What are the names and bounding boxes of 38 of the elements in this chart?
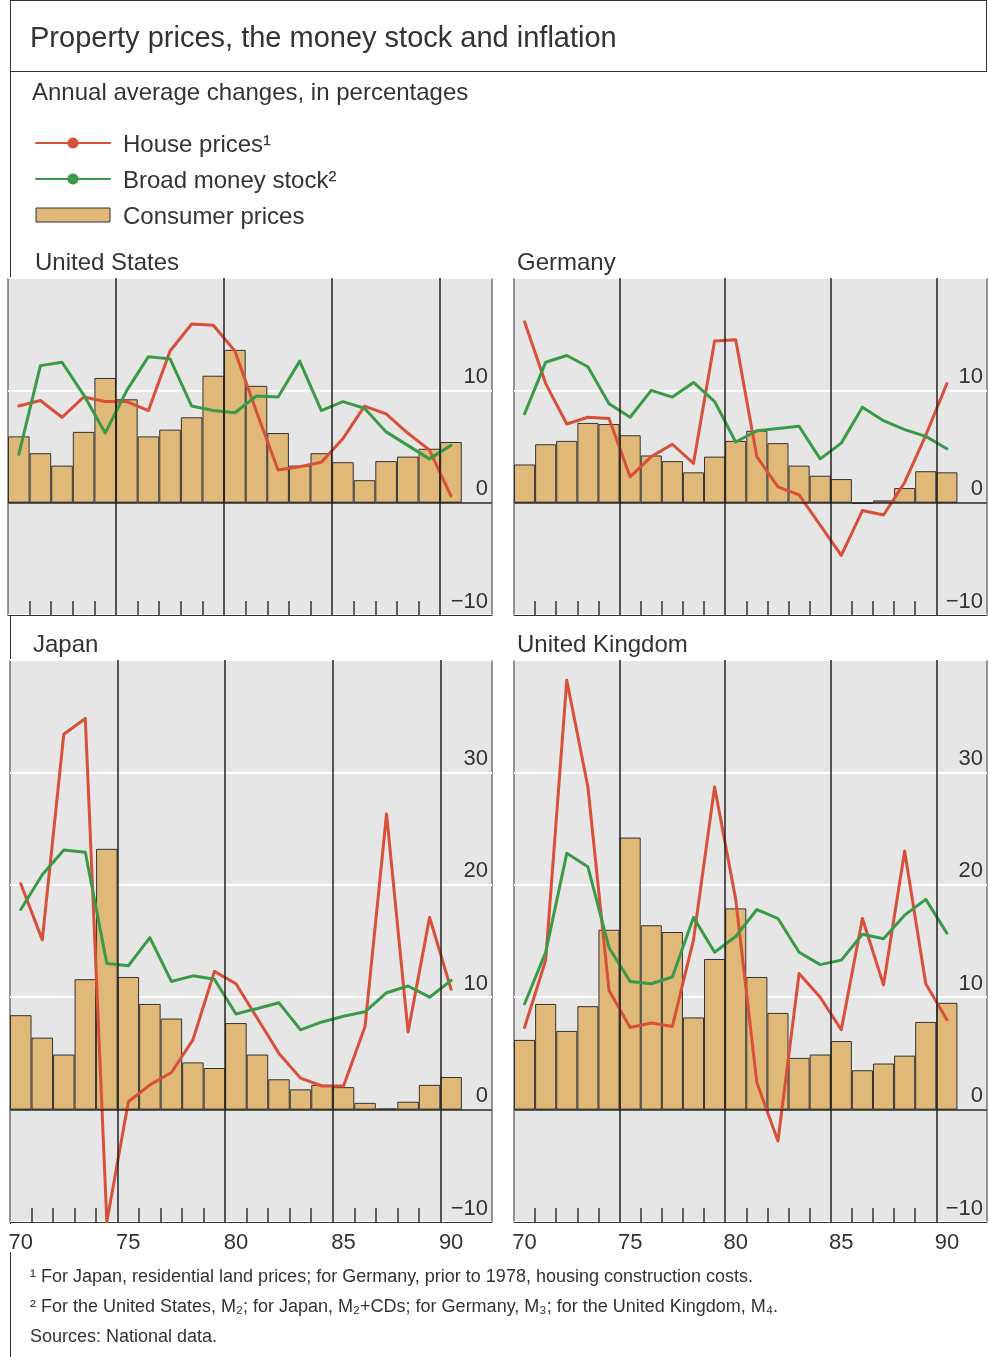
y-tick-label: −10 <box>945 1194 983 1220</box>
y-tick-label: 20 <box>958 857 983 883</box>
chart-title: Germany <box>517 247 616 275</box>
text: ² For the United States, M₂; for Japan, M₂+CDs; for Germany, M₃; for the United Kingdom, M₄. <box>30 1296 780 1317</box>
y-tick-label: −10 <box>450 1194 488 1220</box>
y-tick-label: −10 <box>450 587 488 613</box>
x-tick-label: 90 <box>438 1228 464 1254</box>
source-note: Sources: National data. <box>30 1326 219 1347</box>
y-tick-label: 10 <box>463 362 488 388</box>
y-tick-label: 20 <box>463 857 488 883</box>
x-tick-label: 75 <box>116 1228 141 1254</box>
chart-title: Japan <box>33 629 99 657</box>
y-tick-label: 30 <box>463 744 488 770</box>
text: Property prices, the money stock and inflation <box>10 0 987 72</box>
chart-title: United Kingdom <box>517 629 688 657</box>
legend-label: Consumer prices <box>123 201 305 229</box>
legend-label: Broad money stock² <box>123 165 337 193</box>
y-tick-label: 10 <box>463 969 488 995</box>
x-tick-label: 90 <box>934 1228 960 1254</box>
y-tick-label: 0 <box>970 475 983 501</box>
legend-label: House prices¹ <box>123 129 272 157</box>
x-tick-label: 70 <box>8 1228 33 1254</box>
y-tick-label: 0 <box>475 1082 488 1108</box>
x-tick-label: 85 <box>829 1228 854 1254</box>
y-tick-label: −10 <box>945 587 983 613</box>
y-tick-label: 0 <box>970 1082 983 1108</box>
x-tick-label: 70 <box>512 1228 537 1254</box>
y-tick-label: 10 <box>958 362 983 388</box>
x-tick-label: 80 <box>223 1228 249 1254</box>
x-tick-label: 85 <box>331 1228 356 1254</box>
y-tick-label: 10 <box>958 969 983 995</box>
y-tick-label: 0 <box>475 475 488 501</box>
x-tick-label: 75 <box>617 1228 643 1254</box>
x-tick-label: 80 <box>723 1228 748 1254</box>
text: Annual average changes, in percentages <box>32 78 469 106</box>
y-tick-label: 30 <box>958 744 983 770</box>
text: ¹ For Japan, residential land prices; for Germany, prior to 1978, housing construction costs. <box>30 1266 754 1287</box>
chart-title: United States <box>35 247 180 275</box>
